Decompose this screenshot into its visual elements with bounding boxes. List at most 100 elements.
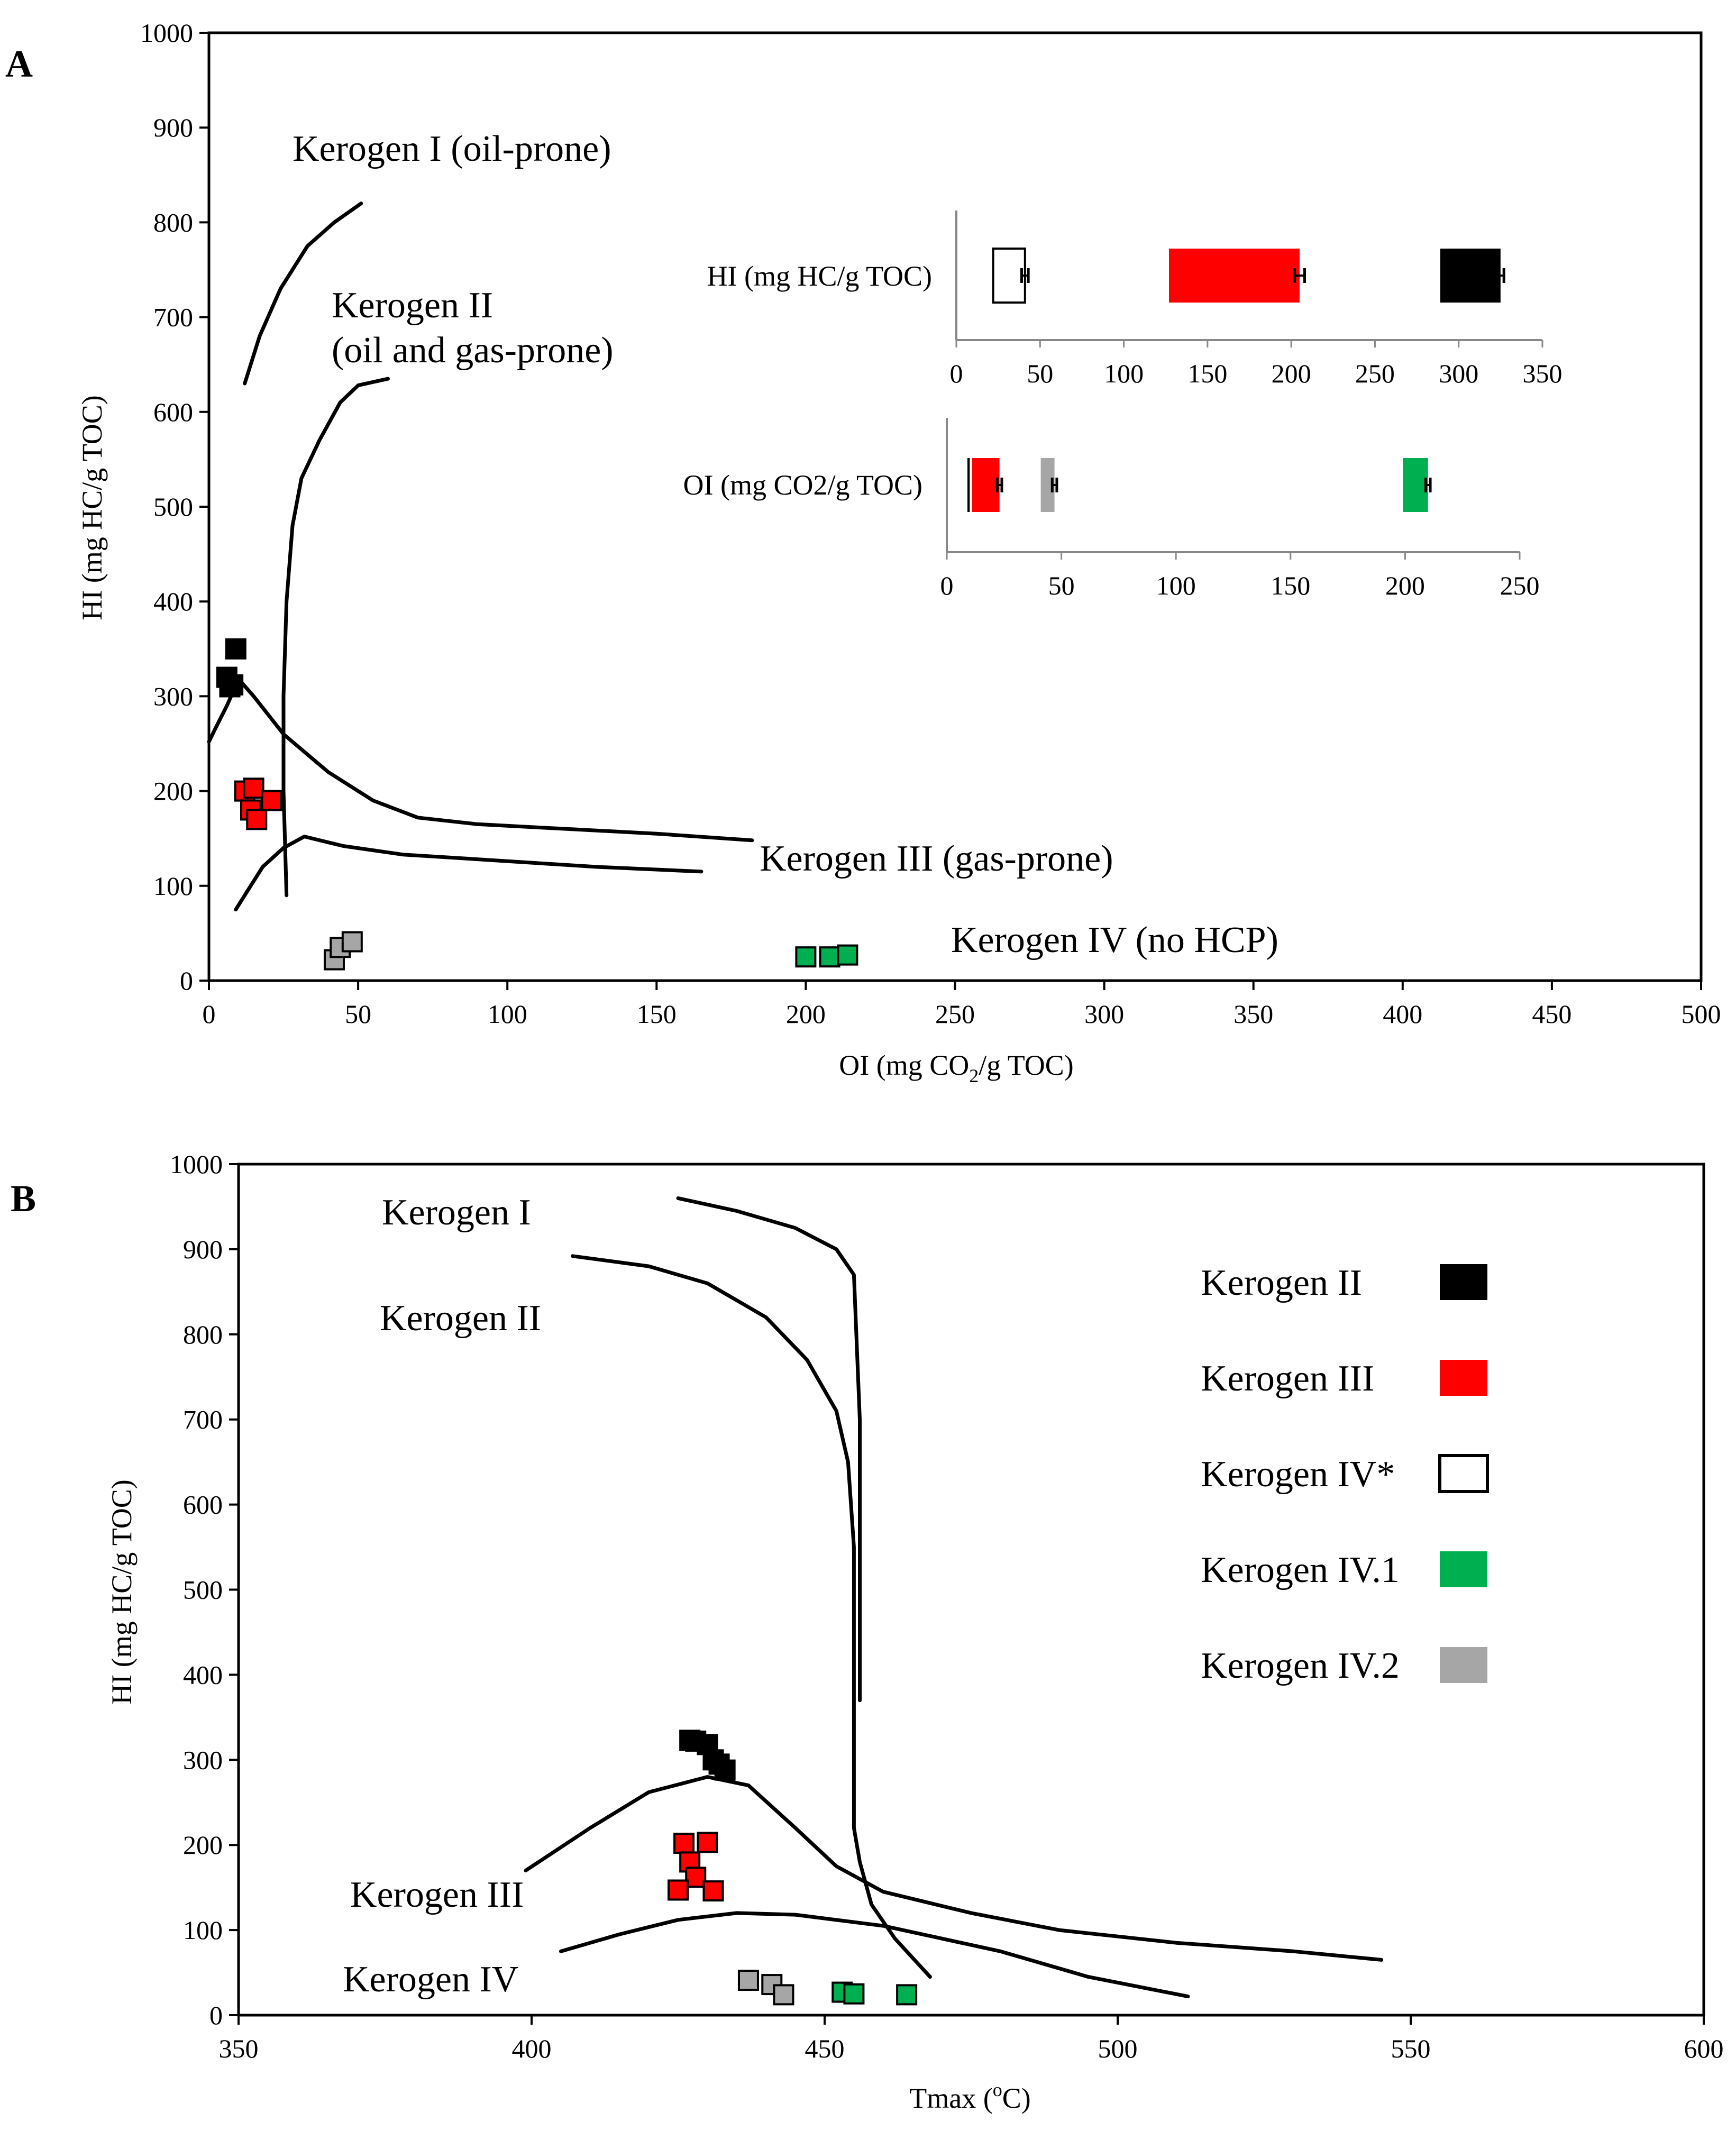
panel-a-x-tick-label: 500 <box>1682 999 1721 1029</box>
panel-a-point-kerogen-iv-2 <box>341 931 363 953</box>
panel-a-point-kerogen-iii <box>246 809 268 830</box>
panel-b-y-tick-label: 1000 <box>170 1149 223 1179</box>
panel-a-x-tick-label: 300 <box>1084 999 1124 1029</box>
panel-a-y-tick-label: 700 <box>153 303 193 332</box>
panel-a-annotation-kerogen-i: Kerogen I (oil-prone) <box>293 129 611 169</box>
panel-b-x-tick-label: 500 <box>1098 2034 1138 2063</box>
panel-a-y-axis: 0 100 200 300 400 500 600 700 800 900 1000 <box>140 18 209 995</box>
inset-oi-bar-chart: OI (mg CO2/g TOC) 0 50 100 150 200 250 <box>683 418 1540 600</box>
legend-swatch-kerogen-iv-2 <box>1440 1647 1487 1683</box>
panel-b-y-tick-label: 400 <box>183 1660 223 1689</box>
panel-a-y-tick-label: 900 <box>153 113 193 142</box>
inset-x-tick-label: 100 <box>1104 359 1144 388</box>
panel-a-boundary-curve <box>207 677 754 843</box>
panel-a-point-kerogen-iii <box>261 790 282 811</box>
inset-oi-bars <box>967 458 1432 512</box>
panel-b-boundary-curve <box>571 1254 932 1979</box>
inset-x-tick-label: 250 <box>1355 359 1395 388</box>
inset-x-tick-label: 0 <box>940 571 954 600</box>
inset-hi-x-ticks: 0 50 100 150 200 250 300 350 <box>950 340 1563 388</box>
inset-x-tick-label: 200 <box>1272 359 1311 388</box>
panel-b-x-axis: 350 400 450 500 550 600 <box>219 2015 1724 2063</box>
panel-b-boundary-curve <box>559 1911 1190 1999</box>
inset-x-tick-label: 100 <box>1156 571 1196 600</box>
panel-a-boundary-curve <box>281 377 390 898</box>
panel-a-point-kerogen-iv-1 <box>819 946 840 968</box>
panel-a-point-kerogen-ii <box>225 638 246 660</box>
inset-x-tick-label: 0 <box>950 359 963 388</box>
legend-label: Kerogen IV.1 <box>1201 1550 1400 1590</box>
inset-x-tick-label: 50 <box>1048 571 1075 600</box>
panel-a-point-kerogen-iv-1 <box>837 944 858 966</box>
panel-b-y-axis-label: HI (mg HC/g TOC) <box>106 1479 138 1705</box>
panel-b-legend: Kerogen II Kerogen III Kerogen IV* Kerogen … <box>1201 1263 1489 1686</box>
panel-b-point-kerogen-iv-1 <box>843 1983 865 2005</box>
panel-a-annotation-kerogen-iii: Kerogen III (gas-prone) <box>760 838 1113 879</box>
panel-b-boundary-curve <box>524 1775 1384 1962</box>
panel-b-x-tick-label: 600 <box>1684 2034 1724 2063</box>
panel-a-annotation-kerogen-ii-sub: (oil and gas-prone) <box>332 330 614 371</box>
legend-swatch-kerogen-ii <box>1440 1264 1487 1300</box>
panel-a-y-axis-label: HI (mg HC/g TOC) <box>76 395 108 620</box>
panel-b-annotation-kerogen-iv: Kerogen IV <box>343 1959 518 2000</box>
panel-a-y-tick-label: 100 <box>153 871 193 901</box>
panel-b-annotation-kerogen-ii: Kerogen II <box>380 1298 541 1339</box>
inset-x-tick-label: 250 <box>1500 571 1540 600</box>
panel-a-y-tick-label: 500 <box>153 492 193 522</box>
panel-b-y-tick-label: 100 <box>183 1915 223 1945</box>
panel-a-boundary-curves <box>207 202 754 912</box>
panel-b-x-axis-label: Tmax (oC) <box>909 2079 1030 2114</box>
panel-b-x-tick-label: 350 <box>219 2034 259 2063</box>
panel-a-x-axis-label-main: OI (mg CO <box>839 1049 969 1081</box>
panel-a-y-tick-label: 0 <box>180 966 193 995</box>
inset-x-tick-label: 150 <box>1187 359 1227 388</box>
panel-a-x-tick-label: 450 <box>1532 999 1571 1029</box>
inset-x-tick-label: 50 <box>1027 359 1053 388</box>
panel-b-point-kerogen-iv-2 <box>737 1970 759 1991</box>
panel-b-x-axis-label-main: Tmax ( <box>909 2082 992 2114</box>
panel-a-x-tick-label: 400 <box>1383 999 1422 1029</box>
panel-a-x-tick-label: 200 <box>786 999 826 1029</box>
panel-b-y-tick-label: 600 <box>183 1490 223 1520</box>
panel-a-y-tick-label: 400 <box>153 587 193 616</box>
panel-b-letter: B <box>11 1177 36 1220</box>
panel-a-point-kerogen-iv-1 <box>795 946 817 968</box>
panel-b-data-points <box>668 1730 918 2006</box>
legend-swatch-kerogen-iii <box>1440 1360 1487 1396</box>
panel-a-boundary-curve <box>234 835 703 912</box>
panel-a-y-tick-label: 200 <box>153 776 193 806</box>
panel-b-point-kerogen-iii <box>673 1832 695 1854</box>
panel-a-data-points <box>216 638 858 971</box>
legend-label: Kerogen III <box>1201 1358 1374 1399</box>
inset-hi-bar-kerogen-iv- <box>992 248 1026 304</box>
panel-a-x-axis: 0 50 100 150 200 250 300 350 400 450 500 <box>203 981 1721 1029</box>
panel-a-x-axis-label: OI (mg CO2/g TOC) <box>839 1049 1074 1086</box>
inset-hi-category-label: HI (mg HC/g TOC) <box>707 260 932 292</box>
panel-b-boundary-curves <box>524 1196 1384 1999</box>
inset-oi-category-label: OI (mg CO2/g TOC) <box>683 469 922 501</box>
panel-a-boundary-curve <box>243 202 363 386</box>
legend-label: Kerogen IV* <box>1201 1454 1395 1495</box>
panel-a-x-tick-label: 100 <box>488 999 527 1029</box>
legend-label: Kerogen IV.2 <box>1201 1645 1400 1686</box>
panel-b-y-tick-label: 500 <box>183 1575 223 1605</box>
panel-a-y-tick-label: 1000 <box>140 18 193 48</box>
panel-a-x-tick-label: 350 <box>1234 999 1273 1029</box>
legend-swatch-kerogen-iv- <box>1438 1454 1489 1493</box>
panel-b-boundary-curve <box>676 1196 862 1703</box>
panel-b-x-tick-label: 400 <box>512 2034 552 2063</box>
panel-a-point-kerogen-iii <box>243 778 264 799</box>
panel-b-y-tick-label: 700 <box>183 1405 223 1434</box>
panel-a-x-tick-label: 250 <box>935 999 975 1029</box>
panel-b-y-tick-label: 900 <box>183 1234 223 1264</box>
panel-a-annotation-kerogen-ii: Kerogen II <box>332 285 493 326</box>
panel-b-point-kerogen-iii <box>697 1832 718 1853</box>
panel-b-y-tick-label: 800 <box>183 1320 223 1349</box>
panel-a-x-tick-label: 150 <box>637 999 677 1029</box>
panel-a-y-tick-label: 800 <box>153 207 193 237</box>
panel-b-point-kerogen-ii <box>714 1759 736 1781</box>
panel-b-point-kerogen-iii <box>685 1867 707 1888</box>
panel-b-y-axis: 0 100 200 300 400 500 600 700 800 900 1000 <box>170 1149 239 2030</box>
